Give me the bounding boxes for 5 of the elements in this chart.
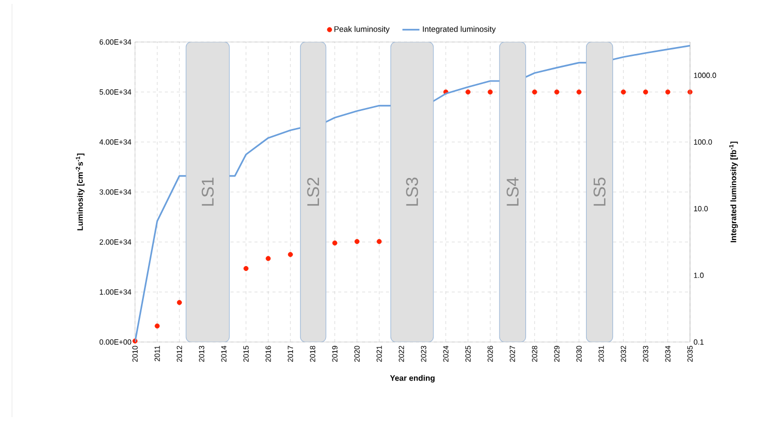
- band-label: LS4: [506, 177, 519, 206]
- band-label: LS5: [594, 178, 606, 206]
- band-label: LS1: [202, 178, 214, 206]
- band-label: LS2: [307, 178, 320, 206]
- band-label: LS3: [406, 178, 418, 206]
